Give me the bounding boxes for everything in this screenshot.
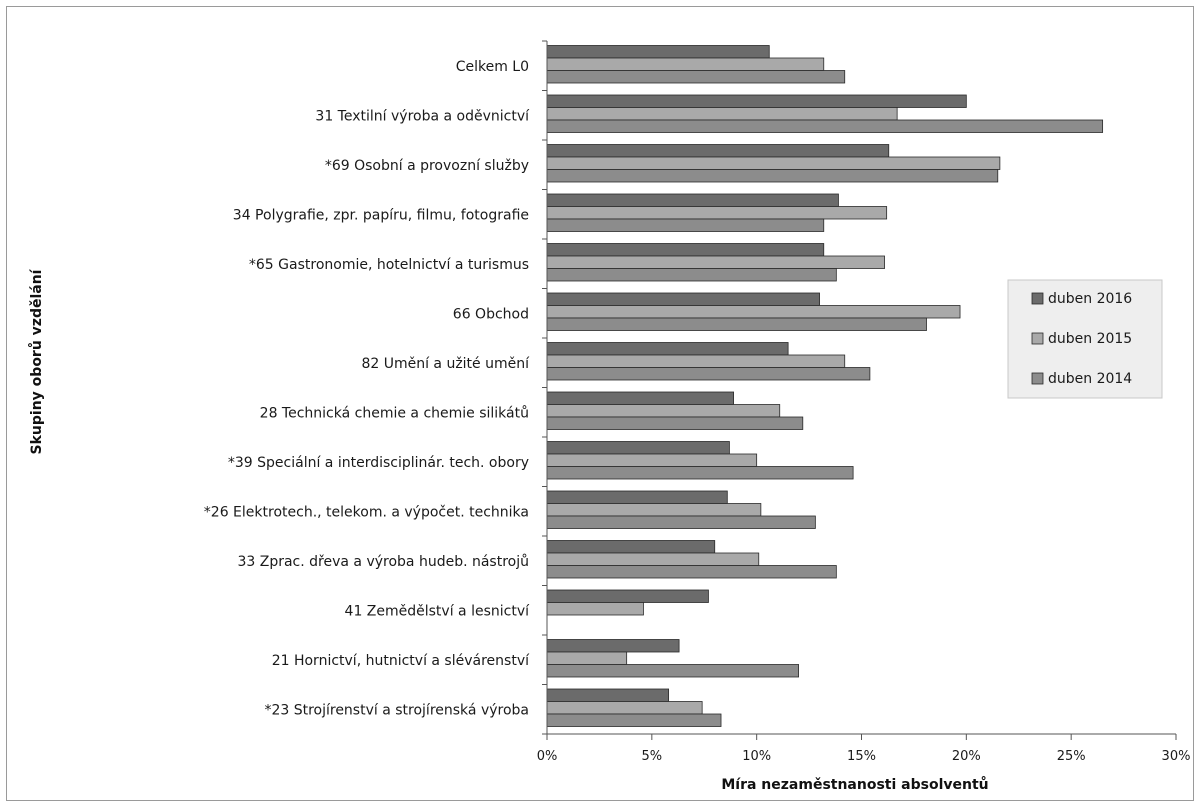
axes-group xyxy=(542,40,1177,740)
bar xyxy=(546,206,888,220)
bar xyxy=(546,156,1001,170)
bar xyxy=(546,688,670,702)
x-tick-label: 15% xyxy=(847,749,876,764)
category-label: *23 Strojírenství a strojírenská výroba xyxy=(264,702,529,718)
y-axis-title: Skupiny oborů vzdělání xyxy=(28,268,45,454)
bar xyxy=(546,70,846,84)
legend-label: duben 2014 xyxy=(1048,371,1132,387)
category-label: *69 Osobní a provozní služby xyxy=(325,158,529,174)
bar xyxy=(546,193,839,207)
bar xyxy=(546,317,927,331)
bar xyxy=(546,639,680,653)
legend-label: duben 2015 xyxy=(1048,331,1132,347)
bar xyxy=(546,342,789,356)
legend-swatch xyxy=(1031,332,1044,345)
category-label: 41 Zemědělství a lesnictví xyxy=(345,603,531,619)
bar xyxy=(546,589,709,603)
bar xyxy=(546,664,800,678)
bar xyxy=(546,540,716,554)
bar xyxy=(546,218,825,232)
bar xyxy=(546,490,728,504)
category-label: *26 Elektrotech., telekom. a výpočet. te… xyxy=(204,504,529,520)
bar xyxy=(546,404,781,418)
bar xyxy=(546,119,1104,133)
bar xyxy=(546,552,760,566)
bar xyxy=(546,416,804,430)
bar xyxy=(546,503,762,517)
x-tick-label: 0% xyxy=(537,749,558,764)
category-label: *65 Gastronomie, hotelnictví a turismus xyxy=(249,257,529,273)
bar xyxy=(546,441,730,455)
bar xyxy=(546,94,967,108)
bar xyxy=(546,169,999,183)
x-tick-label: 5% xyxy=(642,749,663,764)
legend-swatch xyxy=(1031,292,1044,305)
bar xyxy=(546,515,816,529)
category-label: Celkem L0 xyxy=(456,59,529,75)
bar xyxy=(546,602,644,616)
legend-swatch xyxy=(1031,372,1044,385)
x-tick-label: 25% xyxy=(1057,749,1086,764)
bar xyxy=(546,268,837,282)
category-label: 31 Textilní výroba a oděvnictví xyxy=(315,108,530,124)
bar xyxy=(546,243,825,257)
bar xyxy=(546,565,837,579)
bar xyxy=(546,45,770,59)
x-tick-labels: 0% 5% 10% 15% 20% 25% 30% xyxy=(537,749,1191,764)
bar xyxy=(546,701,703,715)
bar xyxy=(546,391,735,405)
category-label: *39 Speciální a interdisciplinár. tech. … xyxy=(228,455,529,471)
category-labels: Celkem L0 31 Textilní výroba a oděvnictví… xyxy=(204,59,530,719)
bars-group xyxy=(546,45,1104,727)
x-tick-label: 30% xyxy=(1162,749,1191,764)
category-label: 34 Polygrafie, zpr. papíru, filmu, fotog… xyxy=(233,207,529,223)
bar xyxy=(546,466,854,480)
bar xyxy=(546,713,722,727)
bar xyxy=(546,107,898,121)
bar xyxy=(546,453,758,467)
category-label: 28 Technická chemie a chemie silikátů xyxy=(260,405,529,421)
legend-label: duben 2016 xyxy=(1048,291,1132,307)
bar xyxy=(546,292,820,306)
bar xyxy=(546,651,628,665)
bar xyxy=(546,57,825,71)
x-tick-label: 10% xyxy=(742,749,771,764)
x-axis-title: Míra nezaměstnanosti absolventů xyxy=(721,776,988,793)
bar xyxy=(546,305,961,319)
x-tick-label: 20% xyxy=(952,749,981,764)
category-label: 33 Zprac. dřeva a výroba hudeb. nástrojů xyxy=(237,554,529,570)
bar xyxy=(546,354,846,368)
bar xyxy=(546,255,885,269)
category-label: 21 Hornictví, hutnictví a slévárenství xyxy=(272,653,530,669)
bar xyxy=(546,144,890,158)
category-label: 66 Obchod xyxy=(453,306,529,322)
legend: duben 2016 duben 2015 duben 2014 xyxy=(1007,279,1163,399)
bar xyxy=(546,367,871,381)
category-label: 82 Umění a užité umění xyxy=(361,356,530,372)
